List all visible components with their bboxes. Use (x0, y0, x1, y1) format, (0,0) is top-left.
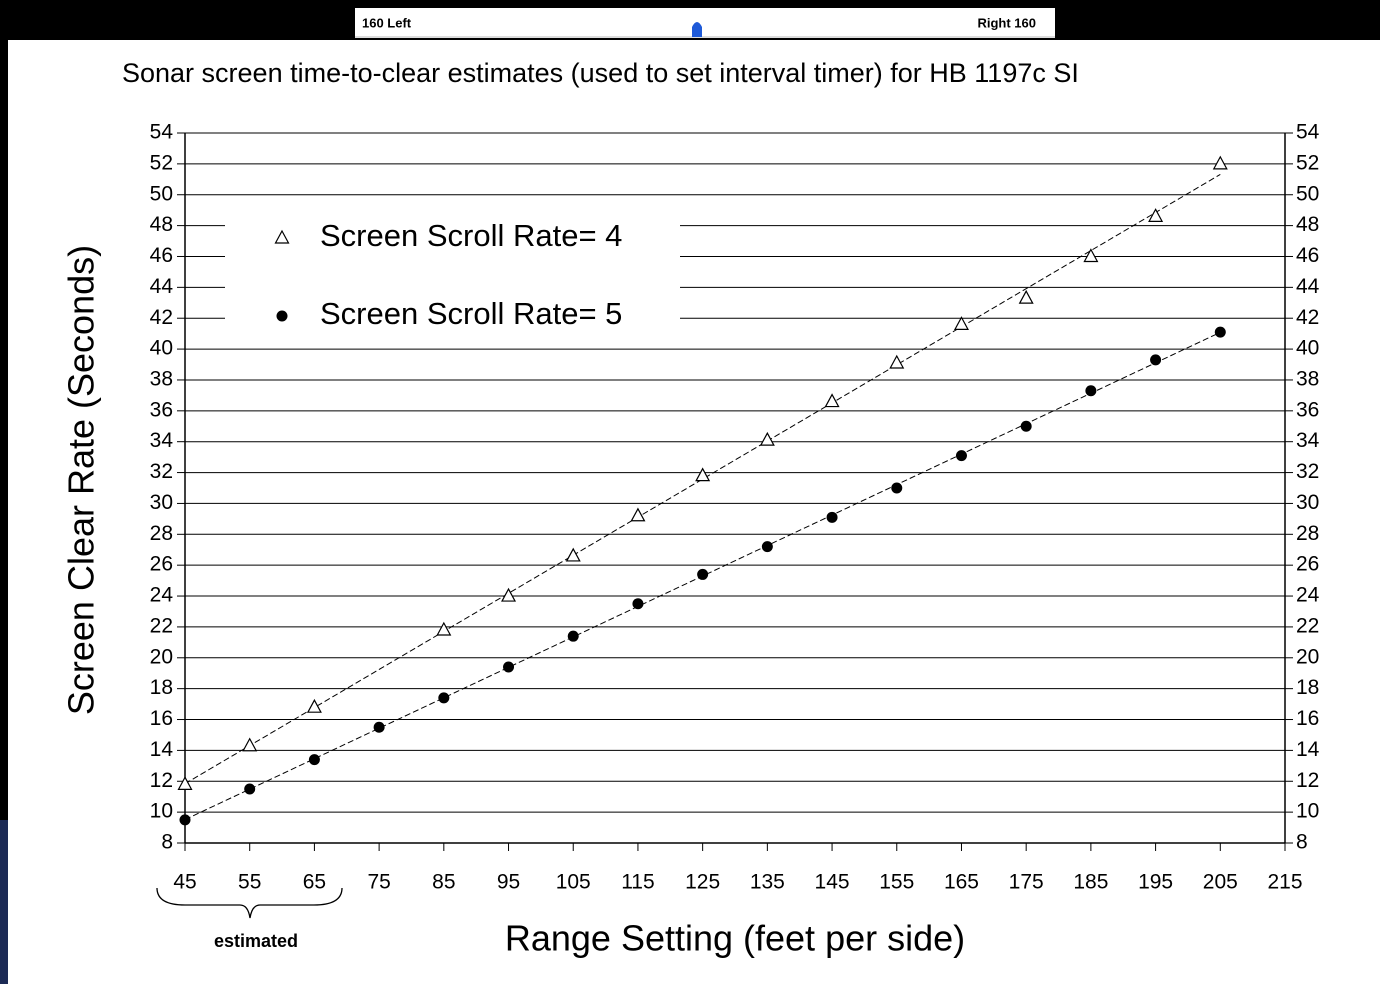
data-point (762, 541, 773, 552)
top-right-label: Right 160 (977, 15, 1036, 30)
y-tick-label: 26 (150, 553, 173, 576)
y2-tick-label: 50 (1296, 182, 1319, 205)
x-tick-label: 135 (750, 871, 785, 894)
y2-tick-label: 10 (1296, 800, 1319, 823)
x-tick-label: 125 (685, 871, 720, 894)
data-point (568, 631, 579, 642)
x-tick-label: 55 (238, 871, 261, 894)
y2-tick-label: 44 (1296, 275, 1320, 298)
annotation: estimated (214, 931, 298, 951)
y-tick-label: 36 (150, 398, 173, 421)
y2-tick-label: 46 (1296, 244, 1319, 267)
y2-tick-label: 32 (1296, 460, 1319, 483)
y2-tick-label: 12 (1296, 769, 1319, 792)
y-tick-label: 32 (150, 460, 173, 483)
y-tick-label: 24 (150, 584, 174, 607)
data-point (632, 598, 643, 609)
y-tick-label: 46 (150, 244, 173, 267)
data-point (244, 783, 255, 794)
y2-tick-label: 36 (1296, 398, 1319, 421)
data-point (1085, 385, 1096, 396)
x-tick-label: 75 (367, 871, 390, 894)
y2-tick-label: 28 (1296, 522, 1319, 545)
y-tick-label: 50 (150, 182, 173, 205)
y2-tick-label: 40 (1296, 337, 1319, 360)
data-point (1150, 354, 1161, 365)
data-point (956, 450, 967, 461)
y-tick-label: 8 (161, 831, 173, 854)
x-tick-label: 105 (556, 871, 591, 894)
y2-tick-label: 16 (1296, 707, 1319, 730)
y-tick-label: 18 (150, 676, 173, 699)
side-strip (0, 820, 8, 984)
y-tick-label: 22 (150, 614, 173, 637)
y2-tick-label: 20 (1296, 645, 1319, 668)
y-tick-label: 30 (150, 491, 173, 514)
x-axis-label: Range Setting (feet per side) (505, 918, 965, 959)
y-tick-label: 44 (150, 275, 174, 298)
chart-title: Sonar screen time-to-clear estimates (us… (122, 58, 1079, 88)
top-left-label: 160 Left (362, 15, 412, 30)
data-point (309, 754, 320, 765)
y2-tick-label: 8 (1296, 831, 1308, 854)
data-point (277, 311, 288, 322)
y-tick-label: 48 (150, 213, 173, 236)
x-tick-label: 95 (497, 871, 520, 894)
x-tick-label: 115 (621, 871, 654, 894)
y2-tick-label: 42 (1296, 306, 1319, 329)
data-point (697, 569, 708, 580)
y2-tick-label: 48 (1296, 213, 1319, 236)
y-tick-label: 40 (150, 337, 173, 360)
data-point (891, 483, 902, 494)
data-point (503, 662, 514, 673)
y-tick-label: 10 (150, 800, 173, 823)
y2-tick-label: 38 (1296, 368, 1319, 391)
y-tick-label: 28 (150, 522, 173, 545)
data-point (1215, 327, 1226, 338)
x-tick-label: 65 (303, 871, 326, 894)
screenshot: 160 Left Right 160 Sonar screen time-to-… (0, 0, 1380, 984)
legend-label: Screen Scroll Rate= 4 (320, 218, 622, 253)
x-tick-label: 85 (432, 871, 455, 894)
data-point (1021, 421, 1032, 432)
x-tick-label: 175 (1009, 871, 1044, 894)
y-tick-label: 38 (150, 368, 173, 391)
y2-tick-label: 18 (1296, 676, 1319, 699)
x-tick-label: 215 (1267, 871, 1302, 894)
y-tick-label: 20 (150, 645, 173, 668)
x-tick-label: 185 (1073, 871, 1108, 894)
y-tick-label: 12 (150, 769, 173, 792)
x-tick-label: 195 (1138, 871, 1173, 894)
y2-tick-label: 52 (1296, 151, 1319, 174)
x-tick-label: 205 (1203, 871, 1238, 894)
x-tick-label: 165 (944, 871, 979, 894)
y-tick-label: 14 (150, 738, 174, 761)
y2-tick-label: 54 (1296, 121, 1320, 144)
y-tick-label: 42 (150, 306, 173, 329)
data-point (180, 814, 191, 825)
x-tick-label: 45 (173, 871, 196, 894)
data-point (374, 722, 385, 733)
legend-label: Screen Scroll Rate= 5 (320, 296, 622, 331)
data-point (438, 692, 449, 703)
data-point (827, 512, 838, 523)
y2-tick-label: 22 (1296, 614, 1319, 637)
y2-tick-label: 34 (1296, 429, 1320, 452)
y-tick-label: 34 (150, 429, 174, 452)
y-tick-label: 52 (150, 151, 173, 174)
y2-tick-label: 30 (1296, 491, 1319, 514)
y-tick-label: 16 (150, 707, 173, 730)
y2-tick-label: 26 (1296, 553, 1319, 576)
x-tick-label: 155 (879, 871, 914, 894)
y2-tick-label: 24 (1296, 584, 1320, 607)
y2-tick-label: 14 (1296, 738, 1320, 761)
x-tick-label: 145 (815, 871, 850, 894)
top-bar (355, 8, 1055, 38)
y-axis-label: Screen Clear Rate (Seconds) (61, 245, 102, 715)
y-tick-label: 54 (150, 121, 174, 144)
